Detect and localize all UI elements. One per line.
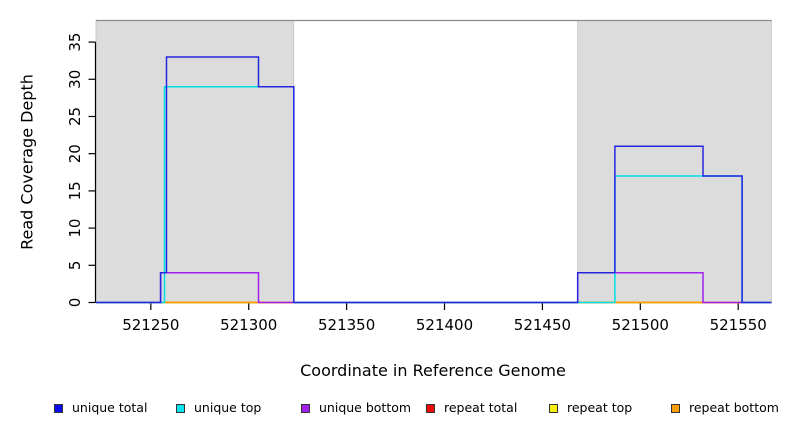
legend-swatch-unique-bottom-icon xyxy=(301,403,310,413)
legend-label: unique top xyxy=(194,400,262,415)
legend-swatch-unique-total-icon xyxy=(54,403,63,413)
series-unique-total xyxy=(96,56,772,304)
x-tick-label: 521500 xyxy=(612,316,669,334)
highlight-region-2 xyxy=(577,20,772,303)
legend-swatch-repeat-bottom-icon xyxy=(671,403,680,413)
legend-item-repeat-total: repeat total xyxy=(426,400,517,416)
x-tick-label: 521400 xyxy=(416,316,473,334)
legend-item-unique-top: unique top xyxy=(176,400,261,416)
legend-swatch-repeat-top-icon xyxy=(549,403,558,413)
x-tick-label: 521250 xyxy=(122,316,179,334)
y-axis-title: Read Coverage Depth xyxy=(17,74,37,250)
x-tick-label: 521300 xyxy=(220,316,277,334)
y-tick-label: 35 xyxy=(66,33,84,52)
legend-swatch-unique-top-icon xyxy=(176,403,185,413)
legend: unique total unique top unique bottom re… xyxy=(0,400,792,420)
legend-label: unique total xyxy=(72,400,148,415)
legend-item-unique-bottom: unique bottom xyxy=(301,400,411,416)
legend-label: repeat bottom xyxy=(689,400,779,415)
x-tick-label: 521450 xyxy=(514,316,571,334)
y-tick-label: 15 xyxy=(66,181,84,200)
y-tick-label: 25 xyxy=(66,107,84,126)
legend-label: repeat total xyxy=(444,400,518,415)
legend-item-repeat-bottom: repeat bottom xyxy=(671,400,779,416)
x-tick-label: 521350 xyxy=(318,316,375,334)
highlight-region-1 xyxy=(95,20,295,303)
y-tick-label: 30 xyxy=(66,70,84,89)
legend-swatch-repeat-total-icon xyxy=(426,403,435,413)
x-tick-label: 521550 xyxy=(710,316,767,334)
y-tick-label: 10 xyxy=(66,219,84,238)
legend-item-repeat-top: repeat top xyxy=(549,400,632,416)
y-tick-label: 20 xyxy=(66,144,84,163)
x-axis-title: Coordinate in Reference Genome xyxy=(300,361,566,380)
legend-label: repeat top xyxy=(567,400,633,415)
y-tick-label: 5 xyxy=(66,261,84,271)
legend-item-unique-total: unique total xyxy=(54,400,147,416)
y-tick-label: 0 xyxy=(66,298,84,308)
legend-label: unique bottom xyxy=(319,400,412,415)
